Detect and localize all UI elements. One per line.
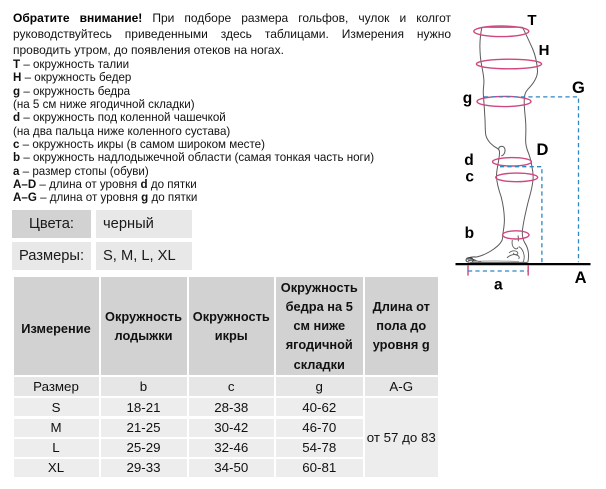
- svg-text:d: d: [464, 152, 473, 169]
- svg-text:D: D: [537, 141, 549, 159]
- svg-text:b: b: [465, 225, 474, 242]
- svg-text:G: G: [572, 79, 585, 97]
- svg-text:A: A: [575, 269, 587, 287]
- svg-text:g: g: [463, 90, 472, 107]
- svg-text:H: H: [539, 42, 550, 59]
- svg-text:c: c: [465, 169, 474, 186]
- svg-text:T: T: [527, 12, 536, 29]
- svg-text:a: a: [494, 277, 503, 294]
